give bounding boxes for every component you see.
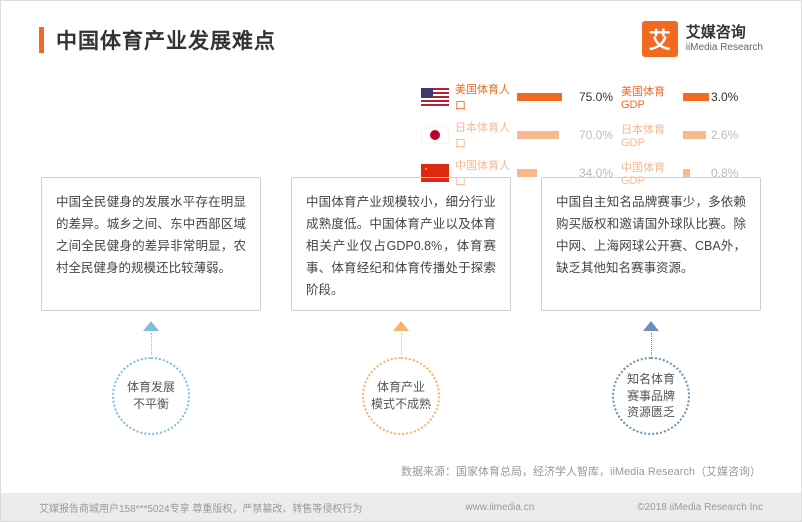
- column-body: 中国体育产业规模较小，细分行业成熟度低。中国体育产业以及体育相关产业仅占GDP0…: [291, 177, 511, 311]
- stat-pop-label: 日本体育人口: [455, 119, 517, 151]
- stat-gdp-label: 日本体育GDP: [621, 121, 683, 149]
- footer-center: www.iimedia.cn: [465, 502, 534, 513]
- footer-right: ©2018 iiMedia Research Inc: [637, 502, 763, 513]
- stat-row: 美国体育人口 75.0%美国体育GDP 3.0%: [421, 81, 751, 113]
- stat-pop-value: 70.0%: [579, 128, 621, 142]
- logo-en: iiMedia Research: [686, 42, 763, 53]
- data-source: 数据来源：国家体育总局，经济学人智库，iiMedia Research（艾媒咨询…: [401, 463, 761, 479]
- column: 中国体育产业规模较小，细分行业成熟度低。中国体育产业以及体育相关产业仅占GDP0…: [291, 177, 511, 435]
- column: 中国全民健身的发展水平存在明显的差异。城乡之间、东中西部区域之间全民健身的差异非…: [41, 177, 261, 435]
- column-label-circle: 知名体育赛事品牌资源匮乏: [612, 357, 690, 435]
- stat-pop-value: 75.0%: [579, 90, 621, 104]
- footer: 艾媒报告商城用户158***5024专享 尊重版权，严禁篡改、转售等侵权行为 w…: [1, 493, 801, 521]
- pointer-icon: [143, 321, 159, 331]
- stat-pop-bar: [517, 131, 577, 139]
- column: 中国自主知名品牌赛事少，多依赖购买版权和邀请国外球队比赛。除中网、上海网球公开赛…: [541, 177, 761, 435]
- stat-gdp-bar: [683, 169, 709, 177]
- title-accent: [39, 27, 44, 53]
- logo: 艾 艾媒咨询 iiMedia Research: [642, 21, 763, 57]
- column-body: 中国自主知名品牌赛事少，多依赖购买版权和邀请国外球队比赛。除中网、上海网球公开赛…: [541, 177, 761, 311]
- stat-gdp-value: 3.0%: [711, 90, 747, 104]
- stat-pop-bar: [517, 169, 577, 177]
- connector-line: [151, 333, 152, 355]
- stat-gdp-bar: [683, 93, 709, 101]
- logo-cn: 艾媒咨询: [686, 25, 763, 42]
- logo-icon: 艾: [642, 21, 678, 57]
- column-label-circle: 体育发展不平衡: [112, 357, 190, 435]
- footer-left: 艾媒报告商城用户158***5024专享 尊重版权，严禁篡改、转售等侵权行为: [39, 500, 362, 515]
- pointer-icon: [393, 321, 409, 331]
- title-bar: 中国体育产业发展难点: [39, 25, 276, 55]
- stat-pop-bar: [517, 93, 577, 101]
- stat-gdp-value: 2.6%: [711, 128, 747, 142]
- page-title: 中国体育产业发展难点: [56, 25, 276, 55]
- connector-line: [651, 333, 652, 355]
- flag-icon: [421, 88, 449, 106]
- column-body: 中国全民健身的发展水平存在明显的差异。城乡之间、东中西部区域之间全民健身的差异非…: [41, 177, 261, 311]
- stat-pop-label: 美国体育人口: [455, 81, 517, 113]
- stat-gdp-label: 美国体育GDP: [621, 83, 683, 111]
- logo-text: 艾媒咨询 iiMedia Research: [686, 25, 763, 53]
- connector-line: [401, 333, 402, 355]
- stat-row: 日本体育人口 70.0%日本体育GDP 2.6%: [421, 119, 751, 151]
- column-label-circle: 体育产业模式不成熟: [362, 357, 440, 435]
- columns: 中国全民健身的发展水平存在明显的差异。城乡之间、东中西部区域之间全民健身的差异非…: [41, 177, 761, 435]
- pointer-icon: [643, 321, 659, 331]
- page: 中国体育产业发展难点 艾 艾媒咨询 iiMedia Research 美国体育人…: [0, 0, 802, 522]
- stat-gdp-bar: [683, 131, 709, 139]
- flag-icon: [421, 126, 449, 144]
